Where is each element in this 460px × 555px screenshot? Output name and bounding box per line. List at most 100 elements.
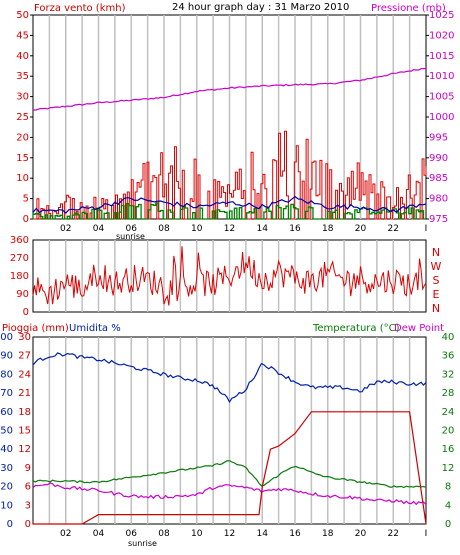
time-tick-label: 22 (388, 224, 399, 234)
wind-tick-label: 50 (16, 10, 29, 21)
compass-label: N (432, 302, 440, 315)
temperature-tick-label: 20 (442, 426, 455, 437)
time-tick-label: 10 (191, 224, 203, 234)
temperature-axis-label: Temperatura (°C) (312, 323, 400, 334)
direction-tick-label: 0 (23, 307, 29, 318)
compass-label: W (431, 260, 442, 273)
pressure-tick-label: 1015 (429, 51, 454, 62)
rain-tick-label: 12 (18, 444, 31, 455)
pressure-axis-label: Pressione (mb) (371, 3, 446, 14)
wind-tick-label: 0 (23, 214, 29, 225)
time-tick-label: 08 (158, 529, 170, 539)
rain-tick-label: 30 (18, 332, 31, 343)
wind-tick-label: 10 (16, 173, 29, 184)
rain-tick-label: 6 (25, 482, 31, 493)
direction-tick-label: 180 (10, 271, 29, 282)
pressure-tick-label: 1025 (429, 10, 454, 21)
time-tick-label: 22 (388, 529, 399, 539)
wind-direction-line (32, 246, 427, 306)
time-tick-label: 14 (257, 224, 269, 234)
time-tick-label: 18 (322, 529, 334, 539)
humidity-tick-label: 0 (7, 519, 13, 530)
humidity-tick-label: 40 (0, 444, 13, 455)
direction-tick-label: 90 (16, 289, 29, 300)
temperature-line (32, 460, 427, 489)
time-tick-label: 04 (93, 224, 105, 234)
rain-tick-label: 27 (18, 351, 31, 362)
pressure-tick-label: 1010 (429, 71, 454, 82)
humidity-tick-label: 100 (0, 332, 13, 343)
wind-tick-label: 15 (16, 153, 29, 164)
temperature-tick-label: 12 (442, 463, 455, 474)
pressure-tick-label: 980 (429, 194, 448, 205)
sunrise-label: sunrise (116, 232, 145, 241)
wind-tick-label: 20 (16, 132, 29, 143)
pressure-tick-label: 995 (429, 132, 448, 143)
rain-tick-label: 24 (18, 369, 31, 380)
temperature-tick-label: 36 (442, 351, 455, 362)
chart-title: 24 hour graph day : 31 Marzo 2010 (172, 2, 349, 13)
direction-tick-label: 270 (10, 253, 29, 264)
sunrise-label-bottom: sunrise (128, 539, 157, 548)
temperature-tick-label: 40 (442, 332, 455, 343)
direction-tick-label: 360 (10, 235, 29, 246)
time-tick-label: 20 (355, 224, 367, 234)
time-tick-label: 10 (191, 529, 203, 539)
time-tick-label: 16 (289, 224, 301, 234)
pressure-tick-label: 1020 (429, 30, 454, 41)
compass-label: S (433, 274, 440, 287)
rain-tick-label: 9 (25, 463, 31, 474)
wind-tick-label: 25 (16, 112, 29, 123)
humidity-tick-label: 50 (0, 426, 13, 437)
temperature-tick-label: 4 (445, 500, 451, 511)
rain-line (33, 411, 427, 525)
pressure-tick-label: 975 (429, 214, 448, 225)
time-tick-label: 12 (224, 529, 235, 539)
wind-axis-label: Forza vento (kmh) (34, 3, 126, 14)
temperature-tick-label: 0 (445, 519, 451, 530)
time-tick-label: 06 (126, 224, 138, 234)
humidity-tick-label: 80 (0, 369, 13, 380)
pressure-tick-label: 1000 (429, 112, 454, 123)
wind-tick-label: 5 (23, 194, 29, 205)
rain-tick-label: 21 (18, 388, 31, 399)
time-tick-label: 02 (60, 529, 71, 539)
humidity-tick-label: 20 (0, 482, 13, 493)
pressure-tick-label: 990 (429, 153, 448, 164)
rain-tick-label: 0 (25, 519, 31, 530)
time-tick-label: 06 (126, 529, 138, 539)
time-tick-label: 12 (224, 224, 235, 234)
rain-axis-label: Pioggia (mm) (2, 323, 69, 334)
time-tick-label: I (425, 224, 428, 234)
temperature-tick-label: 32 (442, 369, 455, 380)
time-tick-label: 02 (60, 224, 71, 234)
rain-tick-label: 3 (25, 500, 31, 511)
rain-tick-label: 18 (18, 407, 31, 418)
time-tick-label: 20 (355, 529, 367, 539)
humidity-line (32, 352, 427, 404)
humidity-tick-label: 60 (0, 407, 13, 418)
humidity-tick-label: 70 (0, 388, 13, 399)
compass-label: E (433, 288, 440, 301)
humidity-tick-label: 90 (0, 351, 13, 362)
temperature-tick-label: 28 (442, 388, 455, 399)
time-tick-label: 18 (322, 224, 334, 234)
dewpoint-axis-label: Dew Point (394, 323, 444, 334)
wind-tick-label: 35 (16, 71, 29, 82)
pressure-line (32, 67, 426, 111)
wind-tick-label: 40 (16, 51, 29, 62)
wind-average-line (32, 195, 427, 214)
time-tick-label: I (425, 529, 428, 539)
wind-tick-label: 45 (16, 30, 29, 41)
rain-tick-label: 15 (18, 426, 31, 437)
time-tick-label: 08 (158, 224, 170, 234)
humidity-axis-label: Umidita % (69, 323, 121, 334)
humidity-tick-label: 10 (0, 500, 13, 511)
time-tick-label: 04 (93, 529, 105, 539)
temperature-tick-label: 16 (442, 444, 455, 455)
dewpoint-line (32, 482, 427, 506)
